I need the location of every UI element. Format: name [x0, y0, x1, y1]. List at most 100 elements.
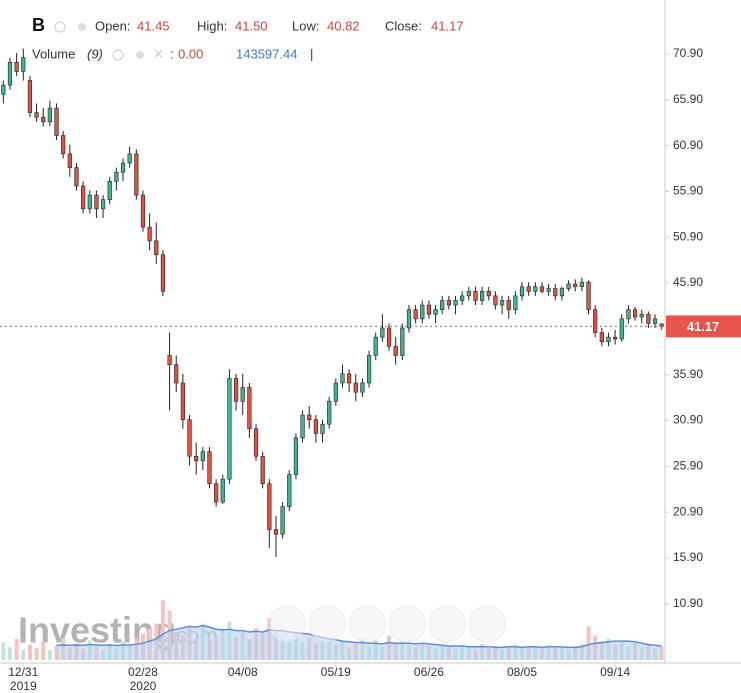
x-tick-year: 2019 — [10, 679, 37, 693]
y-tick-label: 35.90 — [673, 367, 703, 381]
candle-body — [373, 336, 378, 356]
close-icon[interactable]: ✕ — [153, 46, 164, 61]
open-value: 41.45 — [137, 18, 170, 33]
candle-body — [513, 295, 518, 310]
eye-icon[interactable] — [54, 21, 66, 33]
y-tick-label: 20.90 — [673, 504, 703, 518]
candle-body — [426, 304, 432, 315]
volume-ma-value: 143597.44 — [236, 46, 297, 61]
y-tick-label: 50.90 — [673, 229, 703, 243]
y-tick-label: 25.90 — [673, 459, 703, 473]
volume-separator: : — [170, 46, 174, 61]
y-tick-label: 15.90 — [673, 550, 703, 564]
candle-body — [453, 300, 458, 306]
candle-body — [333, 382, 338, 402]
candle-body — [21, 57, 26, 72]
candle-body — [386, 327, 392, 347]
scroll-right-button[interactable] — [468, 605, 506, 643]
x-tick-label: 12/31 — [8, 665, 38, 679]
candle-body — [253, 428, 259, 457]
candle-body — [227, 378, 232, 480]
x-tick-label: 04/08 — [228, 665, 258, 679]
y-tick-label: 55.90 — [673, 184, 703, 198]
x-tick-label: 02/28 — [128, 665, 158, 679]
candle-body — [460, 295, 465, 301]
zoom-in-button[interactable] — [308, 605, 346, 643]
candle-body — [440, 300, 445, 310]
low-value: 40.82 — [327, 18, 360, 33]
volume-bar — [14, 639, 19, 660]
candle-body — [154, 240, 159, 255]
x-tick-year: 2020 — [130, 679, 157, 693]
candle-body — [260, 455, 265, 485]
volume-period: (9) — [87, 46, 103, 61]
y-tick-label: 30.90 — [673, 413, 703, 427]
candle-body — [300, 414, 305, 439]
candle-body — [586, 281, 591, 310]
candle-body — [413, 309, 418, 320]
volume-bar — [160, 600, 165, 660]
candle-body — [273, 529, 279, 535]
x-tick-label: 05/19 — [321, 665, 351, 679]
volume-bar — [41, 641, 46, 660]
candle-body — [606, 336, 611, 343]
volume-bar — [27, 644, 32, 660]
candle-body — [579, 281, 584, 288]
candle-body — [61, 135, 66, 155]
candle-body — [81, 185, 86, 210]
candle-body — [486, 291, 491, 297]
candle-body — [639, 313, 644, 318]
candle-body — [539, 286, 545, 292]
zoom-out-button[interactable] — [388, 605, 426, 643]
candle-body — [54, 107, 59, 136]
candle-body — [287, 474, 292, 507]
zoom-reset-button[interactable] — [348, 605, 386, 643]
candle-body — [340, 373, 345, 384]
volume-ma-line — [56, 624, 662, 649]
candle-body — [174, 364, 179, 384]
candle-body — [433, 309, 438, 315]
candle-body — [559, 288, 565, 297]
eye-icon[interactable] — [112, 49, 124, 61]
candle-body — [14, 61, 19, 72]
candle-body — [67, 153, 72, 168]
last-price-label: 41.17 — [687, 319, 720, 334]
volume-label: Volume — [32, 46, 75, 61]
candle-body — [140, 194, 146, 228]
candle-body — [406, 309, 412, 329]
volume-bar — [1, 642, 6, 660]
candle-body — [446, 300, 451, 306]
candle-body — [180, 382, 185, 420]
candle-body — [533, 286, 538, 292]
candle-body — [74, 167, 79, 187]
candle-body — [366, 355, 372, 384]
scroll-left-button[interactable] — [268, 605, 306, 643]
volume-bar — [21, 649, 26, 660]
x-tick-label: 09/14 — [600, 665, 630, 679]
reset-button[interactable] — [428, 605, 466, 643]
candle-body — [546, 288, 551, 292]
candle-body — [107, 181, 112, 200]
candle-body — [320, 423, 325, 434]
high-label: High: — [197, 18, 227, 33]
candle-body — [360, 382, 365, 393]
candle-body — [519, 286, 525, 297]
candle-body — [167, 355, 172, 365]
settings-icon[interactable] — [136, 51, 144, 59]
candle-body — [233, 378, 239, 402]
candle-body — [87, 194, 92, 210]
candle-body — [400, 327, 405, 356]
candle-body — [626, 309, 631, 320]
candle-body — [187, 419, 192, 457]
candle-body — [34, 112, 39, 118]
candle-body — [114, 171, 119, 182]
candle-body — [566, 283, 571, 289]
candle-body — [313, 419, 318, 434]
candle-body — [646, 313, 651, 324]
settings-icon[interactable] — [78, 23, 86, 31]
candle-body — [47, 107, 52, 123]
candle-body — [247, 387, 252, 430]
candle-body — [240, 387, 245, 402]
